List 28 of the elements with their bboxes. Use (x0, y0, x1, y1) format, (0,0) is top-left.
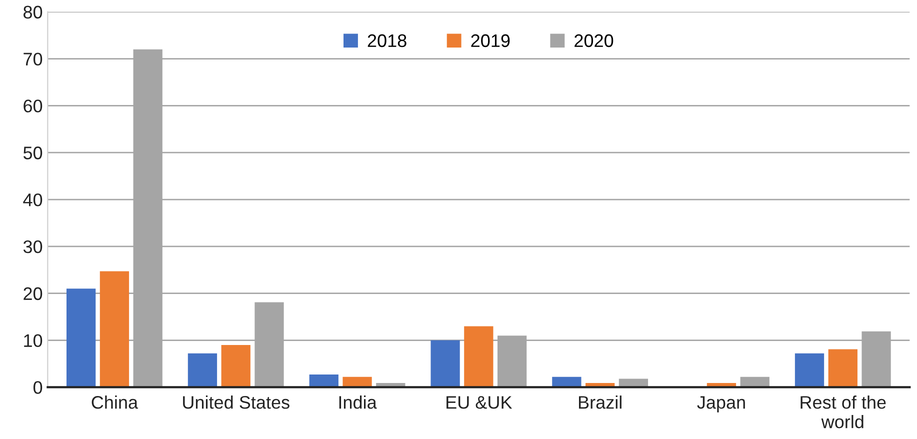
bar (309, 374, 338, 388)
x-tick-label: EU &UK (446, 396, 512, 409)
y-tick-label: 30 (23, 240, 42, 254)
y-tick-label: 20 (24, 287, 42, 300)
bar (66, 288, 96, 388)
x-tick-label: China (92, 396, 138, 409)
y-tick-label: 80 (24, 6, 42, 19)
bar (828, 349, 858, 388)
bar (221, 344, 250, 388)
bar (430, 340, 460, 388)
legend-label: 2020 (574, 34, 614, 48)
y-tick-label: 40 (23, 193, 42, 206)
x-tick-label: Japan (697, 396, 745, 412)
bar (794, 353, 824, 388)
legend-label: 2019 (471, 34, 510, 48)
bar (464, 326, 494, 388)
x-tick-label: United States (183, 396, 290, 409)
y-tick-label: 60 (24, 100, 42, 112)
x-tick-label: Brazil (578, 396, 622, 409)
y-tick-label: 50 (23, 146, 42, 160)
x-tick-label: Rest of the world (800, 396, 886, 428)
y-tick-label: 70 (24, 52, 42, 66)
y-tick-label: 0 (33, 381, 42, 394)
legend-label: 2018 (368, 34, 406, 48)
x-tick-label: India (339, 396, 377, 409)
y-tick-label: 10 (24, 334, 42, 347)
bar (188, 353, 218, 388)
bar (100, 271, 130, 388)
